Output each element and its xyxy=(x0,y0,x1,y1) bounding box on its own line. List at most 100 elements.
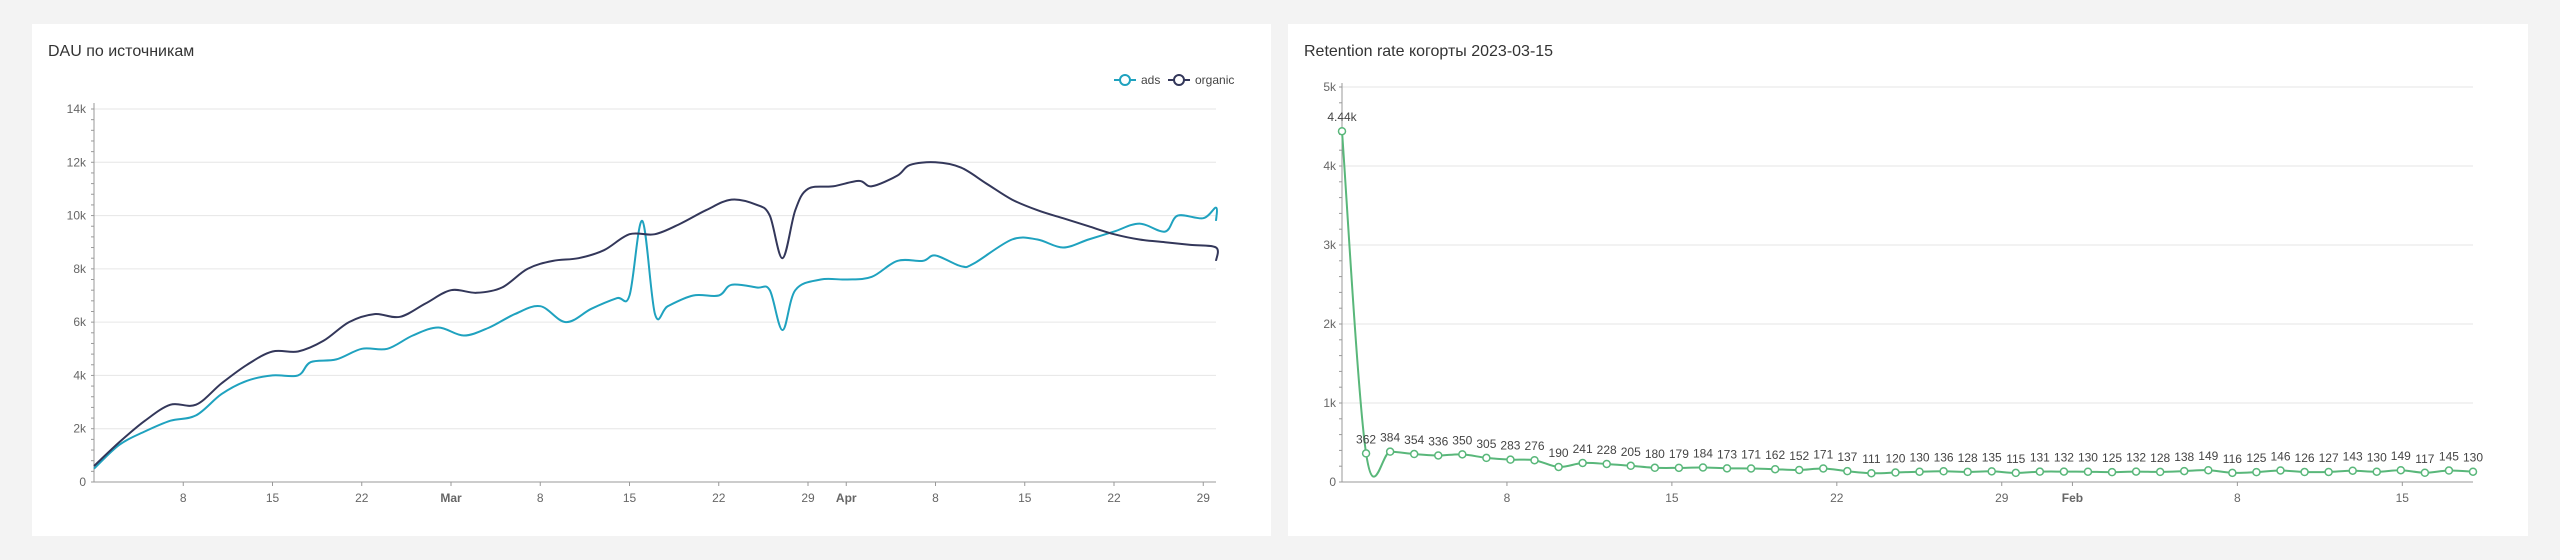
x-tick-label: 29 xyxy=(1197,491,1211,505)
y-tick-label: 8k xyxy=(73,262,87,276)
data-point xyxy=(1746,464,1756,473)
y-tick-label: 2k xyxy=(1323,317,1337,331)
y-tick-label: 4k xyxy=(1323,159,1337,173)
data-point xyxy=(1722,464,1732,473)
data-point xyxy=(2228,468,2237,478)
data-point xyxy=(2348,466,2357,475)
retention-chart-title: Retention rate когорты 2023-03-15 xyxy=(1304,43,1554,60)
data-label: 228 xyxy=(1597,443,1617,457)
data-point xyxy=(2300,467,2309,477)
data-point xyxy=(1434,451,1443,460)
data-label: 131 xyxy=(2030,451,2050,465)
y-tick-label: 14k xyxy=(67,102,87,116)
legend-marker-organic xyxy=(1173,74,1185,86)
data-point xyxy=(2396,465,2406,475)
data-label: 128 xyxy=(1958,451,1978,465)
data-point xyxy=(1530,455,1539,465)
data-label: 128 xyxy=(2150,451,2170,465)
data-point xyxy=(1867,468,1876,478)
data-label: 241 xyxy=(1573,442,1593,456)
data-label: 4.44k xyxy=(1327,110,1357,124)
data-point xyxy=(1578,458,1587,468)
x-tick-label: 29 xyxy=(1995,491,2009,505)
data-label: 173 xyxy=(1717,447,1737,461)
data-point xyxy=(2372,467,2381,476)
data-label: 149 xyxy=(2198,449,2218,463)
y-tick-label: 4k xyxy=(73,368,87,382)
data-label: 283 xyxy=(1500,439,1520,453)
y-tick-label: 6k xyxy=(73,315,87,329)
data-point xyxy=(1963,467,1972,477)
retention-chart: 0 1k 2k 3k 4k 5k 8 15 22 29 Feb 8 15 4.44k 362 384 354 33… xyxy=(1323,80,2483,505)
data-label: 116 xyxy=(2223,452,2242,466)
dau-panel: DAU по источникам 0 2k 4k 6k 8k 10k 12k 14k 8 15 2… xyxy=(32,24,1271,536)
data-point xyxy=(2276,466,2285,475)
x-tick-label: 22 xyxy=(1830,491,1844,505)
x-tick-label: Mar xyxy=(440,491,462,505)
data-label: 127 xyxy=(2319,451,2339,465)
data-point xyxy=(1554,462,1563,472)
data-point xyxy=(1770,464,1780,474)
y-tick-label: 10k xyxy=(67,209,87,223)
data-label: 146 xyxy=(2270,449,2290,463)
x-tick-label: 15 xyxy=(2396,491,2410,505)
data-label: 362 xyxy=(1356,432,1376,446)
data-point xyxy=(2083,467,2093,476)
data-label: 143 xyxy=(2343,450,2363,464)
x-tick-label: Apr xyxy=(836,491,857,505)
data-label: 115 xyxy=(2006,452,2025,466)
data-label: 152 xyxy=(1789,449,1809,463)
x-tick-label: 8 xyxy=(932,491,939,505)
data-point xyxy=(1819,464,1828,473)
x-tick-label: 8 xyxy=(180,491,187,505)
series-line-retention xyxy=(1341,131,2474,478)
data-label: 190 xyxy=(1549,446,1569,460)
y-tick-label: 0 xyxy=(79,475,86,489)
data-label: 130 xyxy=(2463,451,2483,465)
data-point xyxy=(1409,449,1419,459)
data-label: 137 xyxy=(1837,450,1857,464)
data-label: 354 xyxy=(1404,433,1424,447)
x-tick-label: 22 xyxy=(355,491,369,505)
data-label: 180 xyxy=(1645,447,1665,461)
data-label: 117 xyxy=(2415,452,2434,466)
y-tick-label: 3k xyxy=(1323,238,1337,252)
series-line-ads xyxy=(93,206,1218,470)
y-tick-label: 0 xyxy=(1329,475,1336,489)
data-point xyxy=(2324,467,2333,477)
legend-label-ads: ads xyxy=(1141,73,1160,87)
data-point xyxy=(1626,461,1636,471)
data-label: 125 xyxy=(2246,451,2266,465)
data-point xyxy=(2468,467,2478,476)
retention-panel: Retention rate когорты 2023-03-15 0 1k 2k 3… xyxy=(1288,24,2528,536)
data-label: 125 xyxy=(2102,451,2122,465)
data-point xyxy=(1506,455,1515,464)
x-tick-label: 15 xyxy=(623,491,637,505)
data-point xyxy=(1458,450,1467,459)
data-label: 184 xyxy=(1693,446,1713,460)
x-tick-label: 29 xyxy=(801,491,815,505)
x-tick-label: 8 xyxy=(537,491,544,505)
data-label: 138 xyxy=(2174,450,2194,464)
data-point xyxy=(1385,447,1395,456)
x-tick-label: 15 xyxy=(1018,491,1032,505)
data-point xyxy=(1891,468,1900,477)
data-point xyxy=(2059,467,2069,476)
data-label: 162 xyxy=(1765,448,1785,462)
y-tick-label: 5k xyxy=(1323,80,1337,94)
data-label: 136 xyxy=(1934,450,1954,464)
data-point xyxy=(1987,467,1996,476)
data-label: 350 xyxy=(1452,433,1472,447)
data-label: 305 xyxy=(1476,437,1496,451)
data-label: 179 xyxy=(1669,447,1689,461)
data-point xyxy=(2035,467,2045,476)
x-tick-label: 22 xyxy=(1107,491,1121,505)
data-label: 171 xyxy=(1741,447,1761,461)
data-point xyxy=(2420,468,2430,478)
data-label: 130 xyxy=(1910,451,1930,465)
data-point xyxy=(1650,463,1660,473)
data-point xyxy=(1337,126,1347,136)
data-label: 126 xyxy=(2295,451,2315,465)
data-point xyxy=(1674,463,1684,473)
y-tick-label: 2k xyxy=(73,422,87,436)
